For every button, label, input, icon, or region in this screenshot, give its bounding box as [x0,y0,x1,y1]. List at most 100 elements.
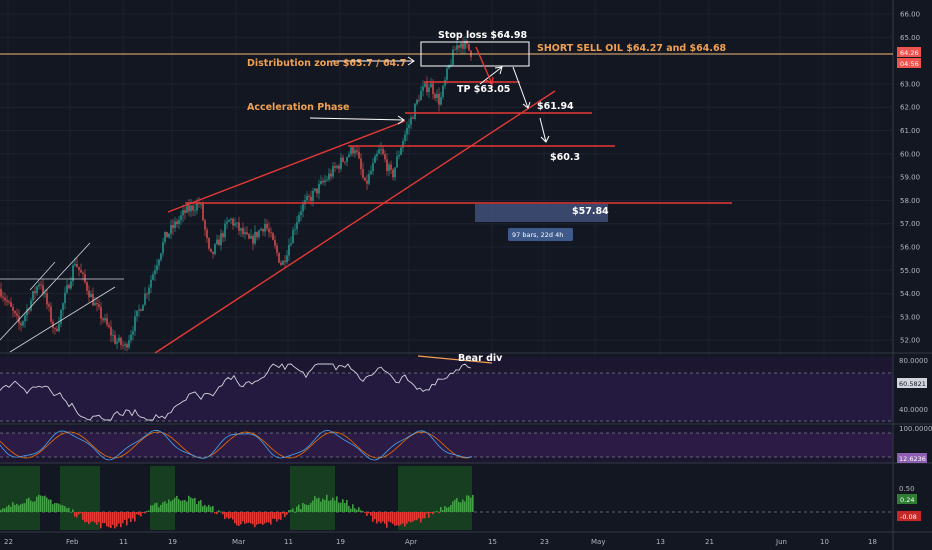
mom-bar [66,508,68,512]
candle-body [94,303,96,306]
candle-body [68,285,70,289]
candle-body [98,304,100,307]
mom-bar [118,512,120,524]
candle-body [242,228,244,235]
stoch-d-line [0,431,473,459]
bear-div-line [417,355,493,364]
mom-bar [286,512,288,515]
candle-body [318,183,320,194]
mom-bar [312,500,314,512]
mom-bar [376,512,378,524]
candle-body [206,229,208,239]
mom-bar [298,504,300,512]
candle-body [40,284,42,286]
mom-bar [214,512,216,514]
candle-body [0,288,2,297]
price-tick-label: 59.00 [900,174,920,182]
mom-bar [396,512,398,526]
mom-bar [68,507,70,512]
date-axis[interactable]: 22 Feb 11 19 Mar 11 19 Apr 15 23 May 13 21 Jun 10 18 [4,538,877,546]
candle-body [28,309,30,311]
candle-body [248,234,250,239]
candle-body [402,141,404,148]
candle-body [114,335,116,344]
candle-body [268,228,270,233]
candle-body [44,293,46,295]
candle-body [276,245,278,253]
candle-body [14,311,16,314]
candle-body [288,245,290,256]
stoch-value: 12.6236 [899,455,926,463]
mom-bar [432,512,434,515]
mom-bar [130,512,132,523]
candle-body [134,316,136,332]
mom-bar [264,512,266,524]
mom-bar [238,512,240,526]
mom-bar [2,508,4,512]
candle-body [200,203,202,205]
candle-body [286,255,288,263]
candle-body [192,205,194,211]
mom-bar [440,506,442,512]
mom-bar [336,496,338,512]
candle-body [24,315,26,322]
price-axis[interactable]: 52.00 53.00 54.00 55.00 56.00 57.00 58.00 59.00… [900,11,920,345]
mom-bar [176,495,178,512]
candle-body [168,233,170,238]
candle-body [86,282,88,291]
mom-bar [128,512,130,519]
mom-bar [226,512,228,518]
candle-body [434,93,436,99]
mom-bar [438,512,440,513]
mom-bar [218,510,220,512]
bear-div-label: Bear div [458,353,503,364]
candle-body [122,345,124,346]
mom-bar [258,512,260,524]
price-tick-label: 58.00 [900,197,920,205]
mom-bar [210,506,212,512]
candle-body [332,166,334,177]
mom-bar [188,495,190,512]
candle-body [88,290,90,298]
candle-body [32,291,34,301]
mom-bar [284,512,286,518]
candle-body [58,323,60,331]
mom-bar [378,512,380,522]
stop-loss-label: Stop loss $64.98 [438,30,527,41]
candle-body [22,321,24,326]
mom-bar [104,512,106,524]
candle-body [102,318,104,321]
mom-bar [248,512,250,523]
candle-body [164,231,166,242]
stop-loss-box[interactable] [420,41,530,67]
mom-up-tag [897,494,917,504]
date-tick-label: Jun [775,538,787,546]
candle-body [452,49,454,65]
candle-body [432,83,434,94]
stoch-band [0,433,893,457]
mom-bar [460,502,462,512]
mom-bar [84,512,86,523]
candle-body [438,93,440,105]
tp-label: TP $63.05 [457,84,510,95]
last-price-value: 64.26 [900,49,919,57]
red-arrowhead [485,76,494,86]
date-tick-label: 23 [540,538,549,546]
candle-body [370,171,372,174]
measure-tooltip [508,228,573,241]
mom-bar [242,512,244,522]
mom-bar [200,500,202,512]
candle-body [96,303,98,305]
candle-body [338,165,340,169]
candle-body [428,87,430,93]
candle-body [54,328,56,329]
candle-body [364,177,366,181]
measure-box[interactable] [475,204,608,222]
candle-body [6,300,8,302]
mom-bar [344,503,346,512]
mom-bar [350,508,352,512]
mom-bar [102,512,104,524]
mom-bar [466,495,468,512]
mom-bar [420,512,422,523]
